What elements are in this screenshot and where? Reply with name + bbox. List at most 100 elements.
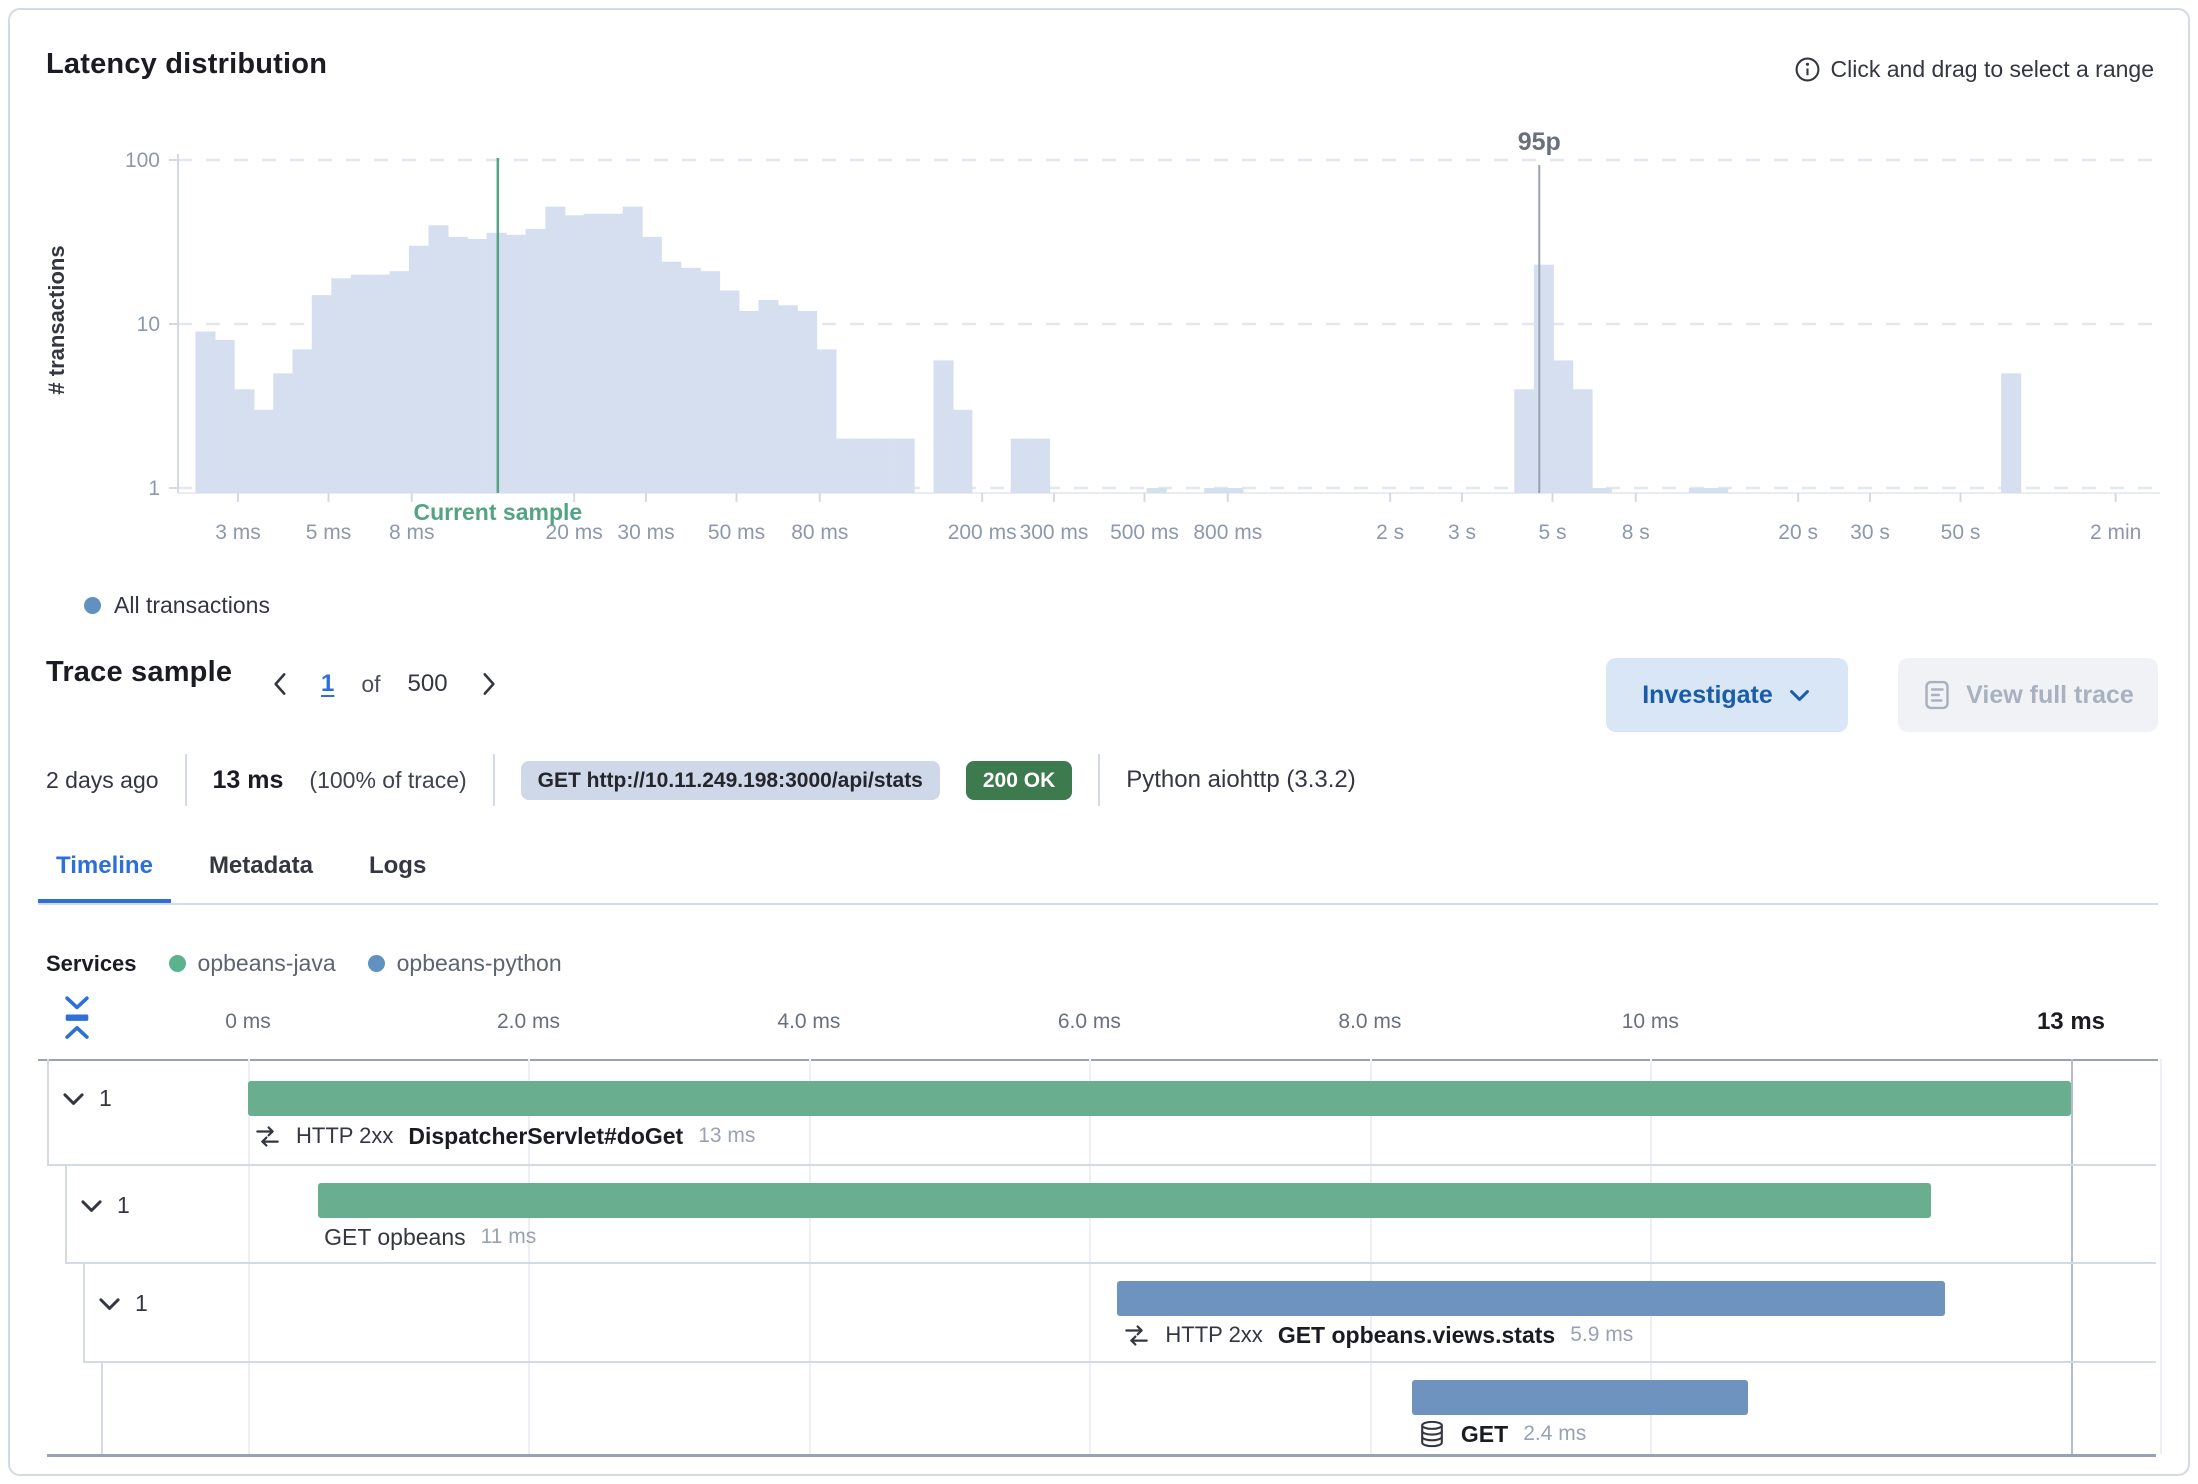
svg-text:2 min: 2 min: [2090, 521, 2141, 544]
service-name: opbeans-java: [197, 950, 336, 976]
legend-dot-icon: [84, 597, 101, 614]
divider: [184, 754, 187, 806]
ruler-tick-label: 2.0 ms: [496, 1010, 560, 1033]
svg-text:10: 10: [137, 313, 160, 336]
expand-children-button[interactable]: 1: [96, 1290, 148, 1317]
ruler-tick-label: 8.0 ms: [1338, 1010, 1402, 1033]
svg-text:30 ms: 30 ms: [617, 521, 674, 544]
next-sample-button[interactable]: [475, 669, 501, 699]
span-name: DispatcherServlet#doGet: [408, 1122, 684, 1149]
svg-text:95p: 95p: [1518, 128, 1561, 156]
trace-duration-percent: (100% of trace): [309, 766, 467, 793]
span-duration: 5.9 ms: [1570, 1323, 1634, 1346]
row-divider: [83, 1361, 2156, 1363]
row-divider: [47, 1164, 2156, 1166]
waterfall-item-row[interactable]: 1 HTTP 2xx DispatcherServlet#doGet 13 ms: [10, 1059, 2188, 1166]
span-bar-opbeans-java[interactable]: [318, 1183, 1931, 1218]
legend-item-opbeans-python[interactable]: opbeans-python: [367, 950, 562, 977]
span-duration: 13 ms: [698, 1124, 756, 1147]
result-badge: HTTP 2xx: [1165, 1322, 1263, 1347]
svg-text:5 s: 5 s: [1539, 521, 1567, 544]
chevron-right-icon: [483, 673, 495, 695]
current-page-link[interactable]: 1: [321, 670, 335, 697]
services-legend: Services opbeans-java opbeans-python: [46, 950, 562, 977]
chevron-left-icon: [274, 673, 286, 695]
row-left-border: [83, 1264, 85, 1363]
svg-text:200 ms: 200 ms: [948, 521, 1017, 544]
timeline-ruler: 0 ms 2.0 ms 4.0 ms 6.0 ms 8.0 ms 10 ms 13 ms: [10, 1002, 2188, 1062]
span-name: GET: [1460, 1420, 1509, 1447]
svg-text:20 ms: 20 ms: [546, 521, 603, 544]
svg-text:300 ms: 300 ms: [1020, 521, 1089, 544]
waterfall-bottom-border: [47, 1454, 2156, 1457]
transaction-arrows-icon: [1125, 1324, 1149, 1346]
investigate-label: Investigate: [1642, 680, 1773, 709]
timeline-gridline: [1369, 1059, 1372, 1454]
trace-age: 2 days ago: [46, 766, 159, 793]
span-bar-opbeans-python[interactable]: [1117, 1281, 1945, 1316]
timeline-gridline: [1089, 1059, 1092, 1454]
svg-text:3 ms: 3 ms: [215, 521, 261, 544]
svg-text:800 ms: 800 ms: [1193, 521, 1262, 544]
investigate-button[interactable]: Investigate: [1606, 658, 1848, 732]
apm-transaction-panel: Latency distribution Click and drag to s…: [8, 8, 2190, 1476]
svg-text:500 ms: 500 ms: [1110, 521, 1179, 544]
svg-text:80 ms: 80 ms: [791, 521, 848, 544]
trace-duration: 13 ms: [212, 765, 284, 794]
waterfall-item-row[interactable]: 1 GET opbeans 11 ms: [10, 1166, 2188, 1264]
span-label[interactable]: HTTP 2xx DispatcherServlet#doGet 13 ms: [254, 1119, 755, 1153]
legend-dot-icon: [367, 955, 385, 972]
span-label[interactable]: GET opbeans 11 ms: [324, 1220, 536, 1254]
divider: [1098, 754, 1101, 806]
row-left-border: [47, 1059, 49, 1166]
tab-logs[interactable]: Logs: [368, 852, 427, 879]
fold-accordions-button[interactable]: [60, 994, 94, 1042]
trace-waterfall: 1 HTTP 2xx DispatcherServlet#doGet 13 ms 1 GE…: [10, 1059, 2188, 1458]
prev-sample-button[interactable]: [268, 669, 294, 699]
chevron-down-icon: [1789, 689, 1809, 701]
timeline-gridline: [248, 1059, 250, 1454]
pagination-of-label: of: [361, 670, 381, 697]
service-name: opbeans-python: [396, 950, 562, 976]
waterfall-item-row[interactable]: 1 HTTP 2xx GET opbeans.views.stats 5.9 ms: [10, 1264, 2188, 1363]
trace-summary-row: 2 days ago 13 ms (100% of trace) GET htt…: [46, 752, 1356, 808]
svg-text:50 ms: 50 ms: [708, 521, 765, 544]
transaction-arrows-icon: [256, 1125, 279, 1147]
chevron-down-icon: [63, 1093, 84, 1105]
tabs-divider: [38, 903, 2158, 905]
ruler-divider: [38, 1059, 2158, 1061]
span-bar-opbeans-python[interactable]: [1411, 1380, 1749, 1415]
trace-pagination: 1 of 500: [268, 662, 501, 706]
tab-timeline[interactable]: Timeline: [38, 846, 171, 903]
svg-text:8 s: 8 s: [1622, 521, 1650, 544]
range-select-hint-text: Click and drag to select a range: [1830, 56, 2154, 82]
expand-children-button[interactable]: 1: [78, 1192, 130, 1219]
child-count: 1: [135, 1290, 148, 1316]
expand-children-button[interactable]: 1: [60, 1085, 112, 1112]
database-icon: [1421, 1420, 1443, 1448]
latency-histogram-chart[interactable]: 1 10 100 # transactions 3 ms 5 ms 8 ms 20 ms 30 …: [10, 10, 2190, 572]
row-divider: [65, 1262, 2156, 1264]
row-left-border: [65, 1166, 67, 1264]
view-full-trace-button[interactable]: View full trace: [1898, 658, 2158, 732]
svg-text:1: 1: [148, 477, 160, 500]
divider: [492, 754, 495, 806]
timeline-gridline: [528, 1059, 531, 1454]
waterfall-item-row[interactable]: GET 2.4 ms: [10, 1363, 2188, 1454]
view-full-trace-label: View full trace: [1966, 680, 2134, 709]
tab-metadata[interactable]: Metadata: [208, 852, 313, 879]
chart-legend-all-transactions[interactable]: All transactions: [84, 592, 270, 619]
span-bar-opbeans-java[interactable]: [248, 1081, 2071, 1116]
span-label[interactable]: HTTP 2xx GET opbeans.views.stats 5.9 ms: [1123, 1318, 1633, 1352]
span-label[interactable]: GET 2.4 ms: [1418, 1417, 1586, 1451]
ruler-tick-label: 0 ms: [225, 1010, 271, 1033]
latency-section-title: Latency distribution: [46, 48, 328, 80]
histogram-bars: [195, 206, 2022, 494]
span-name: GET opbeans: [324, 1223, 466, 1250]
ruler-tick-label: 6.0 ms: [1057, 1010, 1121, 1033]
legend-item-opbeans-java[interactable]: opbeans-java: [168, 950, 336, 977]
svg-text:8 ms: 8 ms: [389, 521, 435, 544]
info-icon: [1794, 56, 1821, 83]
timeline-gridline: [2160, 1059, 2162, 1454]
range-select-hint: Click and drag to select a range: [1794, 56, 2154, 83]
